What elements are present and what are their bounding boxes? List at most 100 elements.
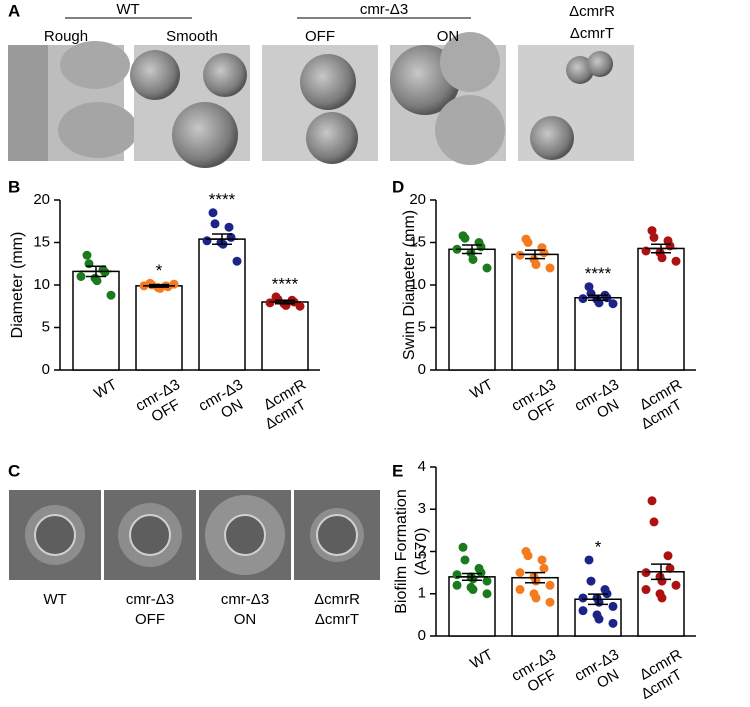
group-label: cmr-Δ3 bbox=[360, 1, 408, 18]
significance: * bbox=[595, 537, 602, 556]
data-point bbox=[578, 294, 588, 304]
y-tick-label: 10 bbox=[409, 276, 426, 293]
data-point bbox=[649, 517, 659, 527]
bar bbox=[72, 270, 120, 371]
y-tick-label: 4 bbox=[418, 458, 426, 475]
error-bar bbox=[519, 571, 551, 584]
data-point bbox=[584, 282, 594, 292]
label: OFF bbox=[305, 28, 335, 45]
y-axis-label: (A570) bbox=[413, 527, 430, 575]
y-tick-label: 15 bbox=[409, 233, 426, 250]
y-axis-label: Swim Diameter (mm) bbox=[401, 210, 418, 360]
y-tick-label: 10 bbox=[33, 276, 50, 293]
bar bbox=[574, 297, 622, 371]
error-bar bbox=[582, 593, 614, 606]
data-point bbox=[476, 568, 486, 578]
y-tick-label: 0 bbox=[42, 361, 50, 378]
data-point bbox=[92, 276, 102, 286]
y-tick-label: 15 bbox=[33, 233, 50, 250]
data-point bbox=[657, 253, 667, 263]
y-tick-label: 3 bbox=[418, 500, 426, 517]
data-point bbox=[452, 580, 462, 590]
data-point bbox=[641, 568, 651, 578]
label: cmr-Δ3 bbox=[221, 591, 269, 608]
data-point bbox=[106, 290, 116, 300]
bar bbox=[511, 253, 559, 371]
data-point bbox=[537, 555, 547, 565]
data-point bbox=[657, 576, 667, 586]
data-point bbox=[460, 555, 470, 565]
data-point bbox=[468, 574, 478, 584]
data-point bbox=[608, 601, 618, 611]
data-point bbox=[82, 250, 92, 260]
label: WT bbox=[43, 591, 66, 608]
label: cmr-Δ3 bbox=[126, 591, 174, 608]
label: Smooth bbox=[166, 28, 218, 45]
data-point bbox=[100, 267, 110, 277]
data-point bbox=[515, 250, 525, 260]
label: ON bbox=[437, 28, 460, 45]
error-bar bbox=[645, 563, 677, 581]
y-tick-label: 0 bbox=[418, 361, 426, 378]
data-point bbox=[515, 568, 525, 578]
group-label: WT bbox=[116, 1, 139, 18]
significance: **** bbox=[272, 274, 299, 293]
data-point bbox=[647, 496, 657, 506]
data-point bbox=[578, 593, 588, 603]
data-point bbox=[232, 256, 242, 266]
data-point bbox=[460, 233, 470, 243]
data-point bbox=[169, 279, 179, 289]
label: ΔcmrT bbox=[315, 611, 359, 628]
data-point bbox=[295, 301, 305, 311]
data-point bbox=[515, 585, 525, 595]
data-point bbox=[539, 563, 549, 573]
data-point bbox=[210, 219, 220, 229]
data-point bbox=[545, 263, 555, 273]
error-bar bbox=[645, 243, 677, 254]
data-point bbox=[649, 232, 659, 242]
data-point bbox=[523, 238, 533, 247]
error-bar bbox=[519, 249, 551, 260]
data-point bbox=[608, 618, 618, 628]
label: ΔcmrR bbox=[569, 3, 615, 20]
data-point bbox=[468, 255, 478, 264]
y-axis-label: Biofilm Formation bbox=[393, 489, 410, 613]
panel-a-images bbox=[8, 17, 634, 168]
data-point bbox=[466, 248, 476, 258]
data-point bbox=[545, 597, 555, 607]
error-bar bbox=[269, 299, 301, 305]
panel-letter: E bbox=[392, 461, 403, 480]
data-point bbox=[531, 593, 541, 603]
error-bar bbox=[582, 294, 614, 302]
data-point bbox=[202, 236, 212, 246]
data-point bbox=[657, 593, 667, 603]
data-point bbox=[671, 256, 681, 266]
x-tick-label: WT bbox=[467, 646, 496, 672]
label: Rough bbox=[44, 28, 88, 45]
data-point bbox=[608, 299, 618, 309]
error-bar bbox=[456, 244, 488, 255]
error-bar bbox=[456, 572, 488, 581]
data-point bbox=[208, 208, 218, 218]
label: ΔcmrR bbox=[314, 591, 360, 608]
data-point bbox=[224, 222, 234, 232]
data-point bbox=[545, 580, 555, 590]
x-tick-label: WT bbox=[91, 376, 120, 402]
data-point bbox=[578, 606, 588, 616]
label: ON bbox=[234, 611, 257, 628]
bar bbox=[261, 301, 309, 371]
bar bbox=[637, 247, 685, 371]
y-tick-label: 5 bbox=[42, 318, 50, 335]
label: ΔcmrT bbox=[570, 25, 614, 42]
data-point bbox=[531, 260, 541, 270]
data-point bbox=[468, 585, 478, 595]
panel-letter: A bbox=[8, 1, 20, 20]
data-point bbox=[663, 551, 673, 561]
panel-letter: D bbox=[392, 177, 404, 196]
y-tick-label: 5 bbox=[418, 318, 426, 335]
data-point bbox=[665, 563, 675, 573]
panel-c-images bbox=[9, 490, 380, 580]
x-tick-label: WT bbox=[467, 376, 496, 402]
significance: * bbox=[156, 261, 163, 280]
